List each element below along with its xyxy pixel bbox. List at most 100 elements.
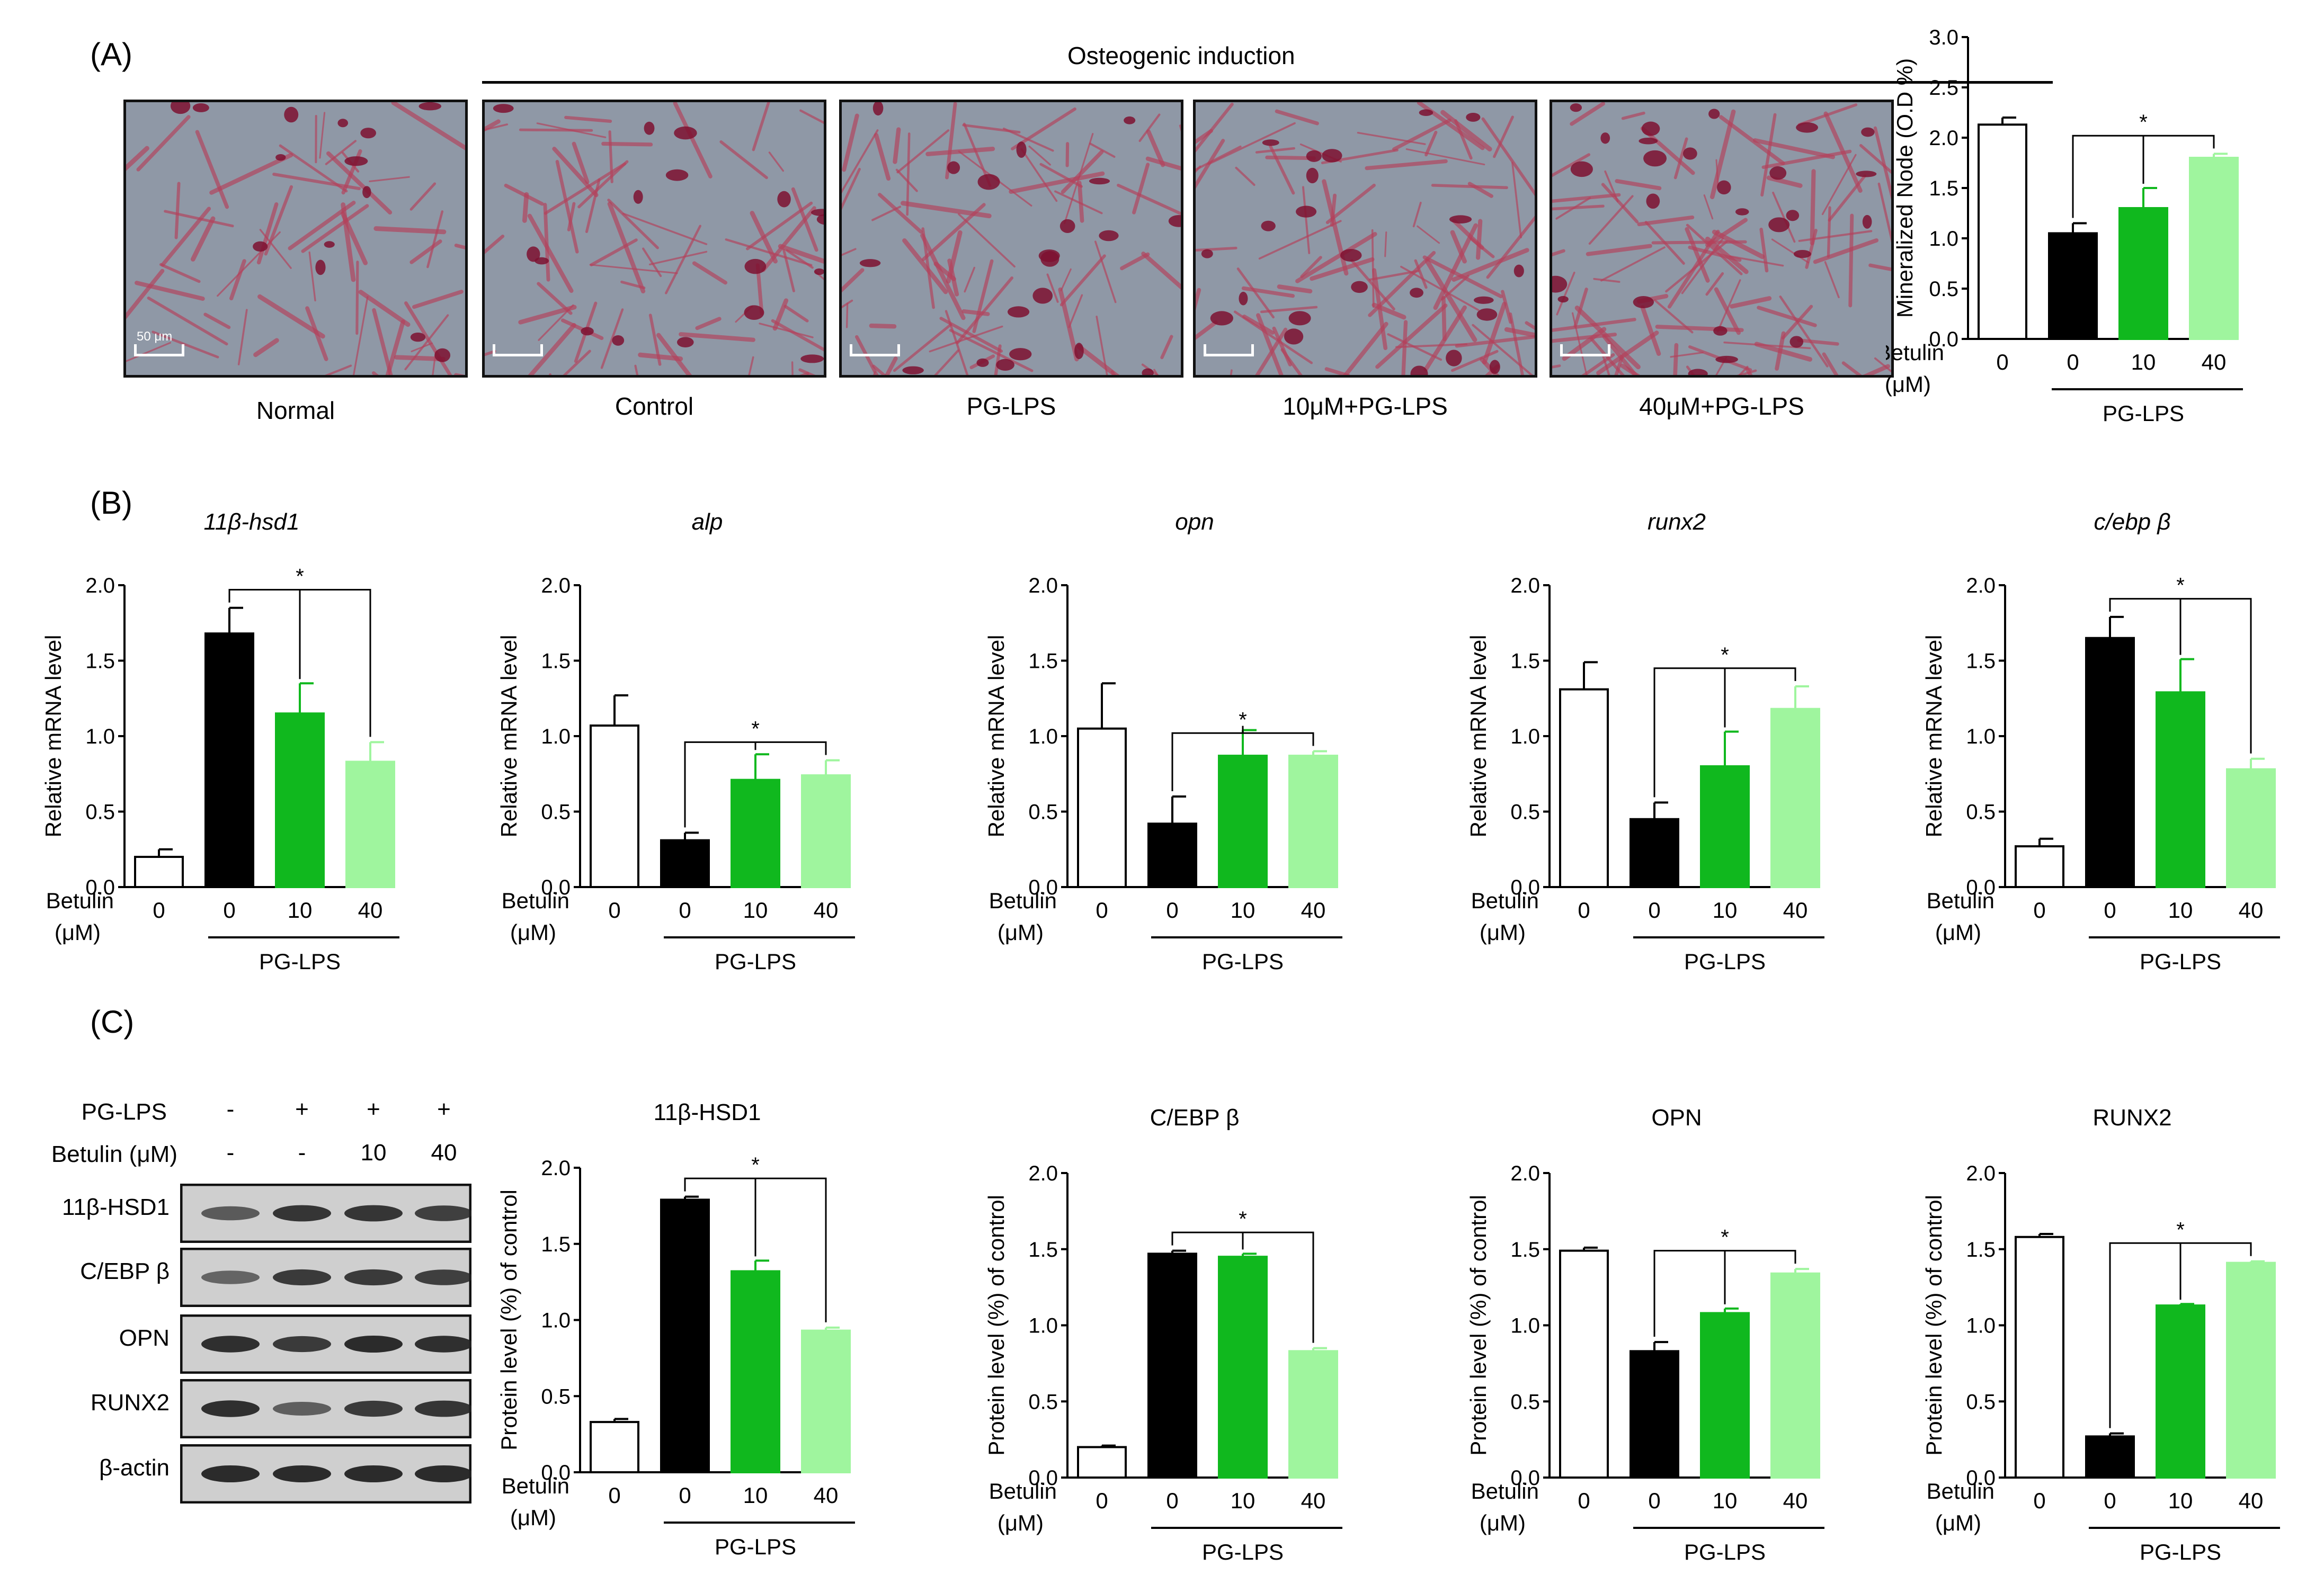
cell-process — [1196, 320, 1218, 340]
x-tick-label: 0 — [679, 1483, 691, 1508]
mineralized-nodule — [1713, 326, 1728, 336]
cell-process — [319, 112, 326, 159]
y-axis-label: Protein level (%) of control — [1921, 1195, 1946, 1456]
mineralized-nodule — [1016, 141, 1027, 158]
cell-process — [1065, 142, 1070, 167]
scale-bar-tick — [1251, 344, 1254, 356]
cell-process — [1715, 159, 1719, 186]
chart-title: alp — [692, 509, 723, 535]
cell-process — [1467, 182, 1493, 198]
cell-process — [1235, 166, 1256, 186]
y-tick-label: 1.0 — [1966, 1314, 1996, 1338]
blot-band — [273, 1205, 331, 1222]
cell-process — [1640, 305, 1661, 356]
blot-strip — [180, 1314, 471, 1374]
y-tick-label: 1.5 — [1510, 650, 1540, 673]
y-tick-label: 0.0 — [1966, 876, 1996, 899]
cell-process — [1255, 147, 1295, 154]
cell-process — [1766, 175, 1803, 188]
bar — [345, 760, 395, 889]
x-tick-label: 0 — [1648, 898, 1660, 923]
cell-process — [409, 182, 437, 211]
mineralized-nodule — [1513, 264, 1524, 278]
cell-process — [1653, 299, 1694, 334]
cell-process — [1258, 220, 1342, 260]
blot-betulin-mark: - — [298, 1140, 306, 1166]
cell-process — [1581, 353, 1615, 375]
mineralized-nodule — [337, 119, 349, 128]
cell-process — [1472, 324, 1534, 375]
blot-strip — [180, 1184, 471, 1243]
cell-process — [522, 192, 529, 223]
y-axis-label: Protein level (%) of control — [1466, 1195, 1491, 1456]
x-tick-label: 40 — [1301, 1488, 1326, 1513]
cell-process — [1423, 305, 1467, 372]
x-tick-label: 0 — [223, 898, 235, 923]
cell-process — [1076, 344, 1120, 375]
significance-marker: * — [2139, 111, 2148, 134]
x-tick-label: 40 — [1783, 1488, 1808, 1513]
cell-process — [1738, 365, 1749, 375]
y-tick-label: 0.5 — [1510, 801, 1540, 824]
cell-process — [1805, 229, 1818, 269]
x-tick-label: 0 — [1578, 1488, 1590, 1513]
x-tick-label: 0 — [2104, 1488, 2116, 1513]
mineralized-nodule — [976, 358, 989, 367]
y-tick-label: 1.0 — [1929, 227, 1958, 250]
bar — [590, 724, 639, 888]
cell-process — [190, 216, 216, 262]
betulin-label: Betulin — [1886, 340, 1944, 365]
cell-process — [358, 290, 411, 327]
cell-process — [1277, 284, 1313, 294]
betulin-label: Betulin — [989, 888, 1057, 913]
cell-process — [426, 210, 444, 269]
cell-process — [1269, 145, 1295, 195]
mineralized-nodule — [947, 161, 960, 174]
chart-title: RUNX2 — [2093, 1105, 2171, 1131]
cell-process — [161, 207, 211, 267]
mineralized-nodule — [581, 327, 594, 336]
micrograph-image — [1196, 102, 1535, 375]
cell-process — [778, 244, 824, 264]
osteogenic-induction-line — [482, 81, 2053, 84]
x-tick-label: 10 — [288, 898, 313, 923]
mineralized-nodule — [872, 102, 884, 116]
cell-process — [1737, 369, 1757, 375]
cell-process — [1596, 330, 1659, 375]
mineralized-nodule — [1570, 161, 1593, 177]
cell-process — [893, 323, 952, 372]
cell-process — [325, 364, 352, 375]
cell-process — [1295, 232, 1377, 283]
significance-marker: * — [1721, 1226, 1729, 1249]
mineralized-nodule — [1099, 230, 1119, 241]
chart-opn-protein: OPN 0.0 0.5 1.0 1.5 2.0 Protein level (%) of c… — [1466, 1105, 1824, 1564]
blot-band — [273, 1269, 331, 1286]
pglps-group-label: PG-LPS — [2140, 949, 2221, 974]
cell-process — [1196, 246, 1237, 252]
significance-marker: * — [1721, 643, 1729, 667]
cell-process — [1705, 272, 1724, 296]
micrograph — [482, 100, 826, 378]
mineralized-nodule — [344, 156, 368, 166]
micrograph: 50 μm — [123, 100, 468, 378]
bar — [1770, 708, 1820, 888]
blot-strip — [180, 1444, 471, 1504]
blot-betulin-mark: 40 — [431, 1140, 457, 1166]
cell-process — [783, 305, 809, 323]
bar — [1978, 123, 2027, 341]
cell-process — [1685, 227, 1710, 283]
cell-process — [1602, 334, 1638, 375]
pglps-group-label: PG-LPS — [1684, 949, 1766, 974]
cell-process — [1760, 113, 1777, 197]
cell-process — [1772, 191, 1796, 243]
cell-process — [564, 115, 612, 123]
cell-process — [750, 211, 778, 264]
cell-process — [933, 262, 956, 281]
cell-process — [1552, 318, 1636, 332]
mineralized-nodule — [1789, 336, 1804, 348]
cell-process — [209, 153, 293, 195]
cell-process — [921, 227, 935, 309]
y-tick-label: 0.5 — [1966, 801, 1996, 824]
blot-pglps-mark: + — [367, 1096, 380, 1122]
x-tick-label: 0 — [1166, 1488, 1178, 1513]
